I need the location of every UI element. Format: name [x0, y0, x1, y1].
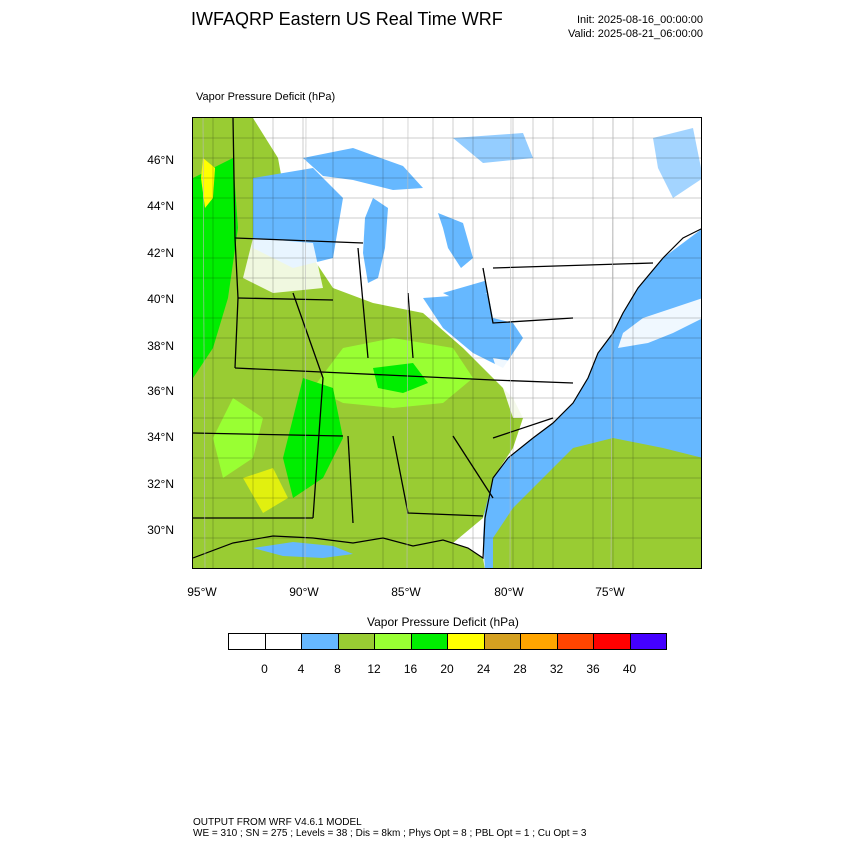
offshore-green: [493, 438, 701, 568]
lat-label: 42°N: [147, 246, 174, 260]
colorbar-swatch: [520, 633, 558, 650]
colorbar-swatch: [447, 633, 485, 650]
map-panel: [192, 117, 702, 569]
colorbar-swatch: [593, 633, 631, 650]
ocean-clear-patch: [618, 298, 701, 348]
colorbar-swatch: [629, 633, 667, 650]
lon-label: 90°W: [289, 585, 319, 599]
county-lines: [193, 118, 701, 568]
coastline: [193, 228, 701, 560]
colorbar-swatch: [337, 633, 375, 650]
colorbar-swatch: [410, 633, 448, 650]
colorbar-swatch: [301, 633, 339, 650]
blue-patch-maine: [653, 128, 701, 198]
colorbar-title: Vapor Pressure Deficit (hPa): [367, 615, 519, 629]
figure-title: IWFAQRP Eastern US Real Time WRF: [191, 9, 503, 29]
colorbar-swatch: [264, 633, 302, 650]
yellow-patch-north: [201, 158, 215, 208]
colorbar-label: 16: [403, 662, 418, 676]
lon-label: 80°W: [494, 585, 524, 599]
white-field-appalachia: [493, 358, 553, 418]
lat-label: 38°N: [147, 339, 174, 353]
vpd-map: [193, 118, 701, 568]
model-info: OUTPUT FROM WRF V4.6.1 MODEL WE = 310 ; …: [193, 817, 586, 839]
lat-label: 44°N: [147, 199, 174, 213]
valid-time: Valid: 2025-08-21_06:00:00: [568, 28, 703, 40]
field-label: Vapor Pressure Deficit (hPa): [196, 91, 336, 103]
colorbar-swatch: [483, 633, 521, 650]
colorbar-label: 40: [622, 662, 637, 676]
lat-label: 36°N: [147, 384, 174, 398]
lat-label: 46°N: [147, 153, 174, 167]
model-info-line2: WE = 310 ; SN = 275 ; Levels = 38 ; Dis …: [193, 828, 587, 839]
colorbar-label: 32: [549, 662, 564, 676]
lake-huron: [438, 213, 473, 268]
bright-green-west: [193, 158, 238, 378]
lon-label: 95°W: [187, 585, 217, 599]
lat-label: 30°N: [147, 523, 174, 537]
bright-green-kentucky: [373, 363, 428, 393]
graticule: [202, 118, 614, 568]
init-time: Init: 2025-08-16_00:00:00: [577, 14, 703, 26]
white-field-northeast: [483, 158, 701, 328]
colorbar-swatch: [556, 633, 594, 650]
colorbar-label: 8: [334, 662, 341, 676]
bright-green-mississippi: [283, 378, 343, 498]
lake-michigan: [363, 198, 388, 283]
lon-label: 85°W: [391, 585, 421, 599]
time-info: Init: 2025-08-16_00:00:00 Valid: 2025-08…: [568, 13, 703, 41]
colorbar-label: 0: [261, 662, 268, 676]
yellow-patch-louisiana: [243, 468, 288, 513]
state-boundaries: [193, 118, 654, 524]
colorbar-label: 4: [297, 662, 305, 676]
lat-label: 34°N: [147, 430, 174, 444]
colorbar-label: 36: [586, 662, 600, 676]
model-info-line1: OUTPUT FROM WRF V4.6.1 MODEL: [193, 817, 362, 828]
colorbar-label: 28: [513, 662, 527, 676]
colorbar-swatch: [374, 633, 412, 650]
colorbar-label: 24: [476, 662, 491, 676]
colorbar-label: 20: [440, 662, 454, 676]
colorbar-label: 12: [367, 662, 381, 676]
colorbar-swatch: [228, 633, 266, 650]
lon-label: 75°W: [595, 585, 625, 599]
canada-white: [193, 118, 701, 178]
lat-label: 40°N: [147, 292, 174, 306]
lat-label: 32°N: [147, 477, 174, 491]
